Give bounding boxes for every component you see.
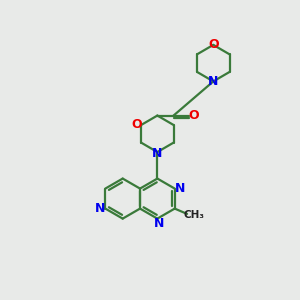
Text: N: N (95, 202, 105, 215)
Text: CH₃: CH₃ (184, 210, 205, 220)
Text: O: O (208, 38, 219, 51)
Text: N: N (208, 75, 218, 88)
Text: O: O (131, 118, 142, 131)
Text: N: N (175, 182, 185, 195)
Text: O: O (188, 109, 199, 122)
Text: N: N (154, 217, 164, 230)
Text: N: N (152, 147, 163, 160)
